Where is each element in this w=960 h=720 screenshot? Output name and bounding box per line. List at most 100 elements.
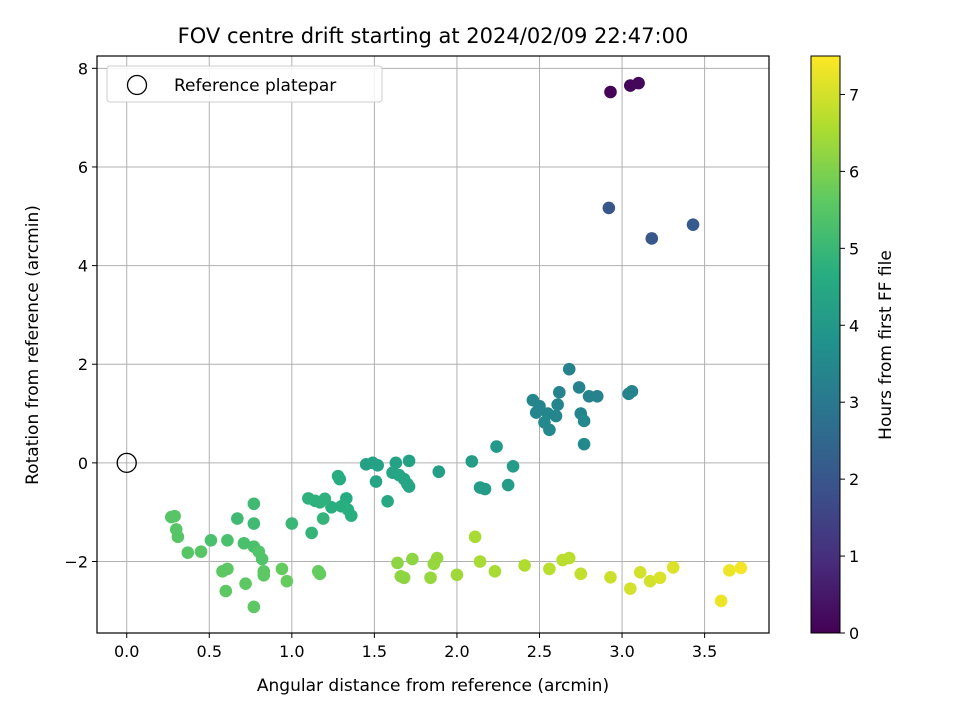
data-point [473, 555, 487, 568]
data-point [389, 456, 403, 470]
colorbar-tick-label: 3 [849, 393, 859, 412]
data-point [406, 552, 419, 566]
data-point [247, 497, 261, 511]
chart-title: FOV centre drift starting at 2024/02/09 … [178, 24, 689, 48]
x-tick-label: 1.0 [279, 642, 304, 661]
colorbar-tick-label: 6 [849, 162, 859, 181]
data-point [572, 381, 586, 394]
x-tick-label: 2.0 [444, 642, 469, 661]
data-point [430, 551, 444, 565]
y-axis-label: Rotation from reference (arcmin) [23, 205, 43, 485]
data-point [247, 517, 261, 530]
data-point [397, 571, 411, 585]
data-point [402, 480, 416, 493]
legend-box [106, 65, 383, 103]
data-point [577, 437, 591, 451]
data-point [501, 478, 515, 492]
data-point [237, 536, 251, 550]
data-point [181, 546, 195, 559]
colorbar-tick-label: 7 [849, 85, 859, 104]
data-point [194, 545, 208, 558]
data-point [335, 499, 348, 513]
data-point [553, 386, 566, 399]
y-tick-label: 4 [78, 257, 88, 276]
colorbar-tick-label: 2 [849, 470, 859, 489]
data-point [316, 512, 330, 525]
data-point [204, 533, 218, 547]
data-point [465, 455, 479, 468]
data-point [255, 552, 269, 566]
y-tick-label: −2 [64, 552, 88, 571]
data-point [488, 565, 502, 578]
data-point [275, 562, 289, 576]
data-point [543, 562, 556, 576]
data-point [168, 509, 181, 523]
data-point [490, 440, 503, 453]
colorbar-tick-label: 5 [849, 239, 859, 258]
data-point [625, 385, 639, 398]
data-point [562, 551, 576, 565]
data-point [381, 495, 394, 508]
legend-label-reference: Reference platepar [174, 76, 336, 96]
data-point [432, 465, 446, 479]
data-point [590, 389, 604, 403]
x-tick-label: 2.5 [527, 642, 552, 661]
data-point [549, 409, 563, 423]
data-point [666, 561, 680, 574]
legend: Reference platepar [106, 65, 383, 103]
colorbar-tick-label: 0 [849, 624, 859, 643]
data-point [424, 571, 437, 585]
data-point [468, 530, 482, 544]
data-point [574, 567, 588, 581]
data-point [257, 569, 271, 582]
colorbar-tick-label: 4 [849, 316, 859, 335]
x-axis-ticks: 0.0 0.5 1.0 1.5 2.0 2.5 3.0 3.5 [114, 633, 717, 661]
y-tick-label: 0 [78, 454, 88, 473]
data-point [602, 201, 616, 215]
data-point [604, 570, 617, 584]
data-point [231, 512, 244, 525]
colorbar-label: Hours from first FF file [876, 250, 896, 440]
data-point [518, 559, 531, 572]
data-point [402, 454, 416, 468]
colorbar-ticks: 0 1 2 3 4 5 6 7 [840, 85, 859, 643]
colorbar: 0 1 2 3 4 5 6 7 Hours from first FF file [810, 55, 896, 643]
x-tick-label: 3.5 [692, 642, 717, 661]
data-point [633, 566, 647, 579]
data-point [221, 533, 234, 547]
data-point [219, 584, 233, 598]
plot-grid [97, 56, 769, 633]
legend-marker-reference [126, 74, 148, 96]
x-tick-label: 1.5 [362, 642, 387, 661]
data-point [604, 85, 617, 99]
data-point [247, 600, 261, 614]
data-point [643, 574, 657, 588]
x-tick-label: 0.5 [197, 642, 222, 661]
y-tick-label: 6 [78, 158, 88, 177]
data-point [313, 567, 327, 581]
data-point [239, 577, 252, 590]
colorbar-gradient [810, 55, 841, 634]
data-point [632, 76, 645, 90]
colorbar-tick-label: 1 [849, 547, 859, 566]
y-tick-label: 8 [78, 59, 88, 78]
data-point [318, 492, 332, 506]
x-axis-label: Angular distance from reference (arcmin) [257, 676, 609, 696]
data-point [529, 406, 543, 419]
reference-platepar-marker [116, 452, 137, 474]
x-tick-label: 3.0 [609, 642, 634, 661]
data-point [280, 574, 294, 588]
data-point [369, 475, 383, 488]
data-point [543, 423, 556, 437]
y-axis-ticks: −2 0 2 4 6 8 [64, 59, 97, 571]
data-point [285, 517, 299, 530]
plot-points [116, 76, 748, 614]
data-point [221, 562, 234, 576]
data-point [371, 459, 384, 472]
data-point [344, 509, 358, 522]
data-point [333, 472, 347, 486]
x-tick-label: 0.0 [114, 642, 139, 661]
data-point [562, 362, 576, 376]
data-point [653, 571, 667, 585]
